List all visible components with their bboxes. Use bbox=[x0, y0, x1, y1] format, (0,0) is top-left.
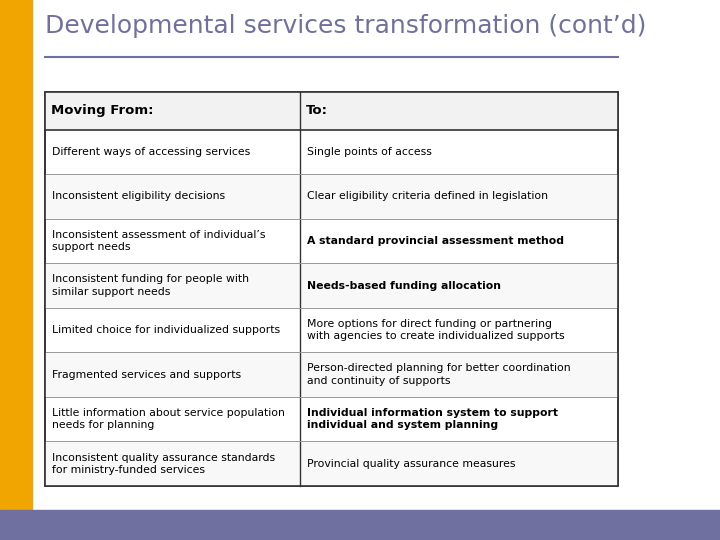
Text: A standard provincial assessment method: A standard provincial assessment method bbox=[307, 236, 564, 246]
Text: More options for direct funding or partnering
with agencies to create individual: More options for direct funding or partn… bbox=[307, 319, 565, 341]
Bar bbox=[45, 352, 618, 397]
Text: To:: To: bbox=[306, 104, 328, 117]
Bar bbox=[45, 92, 618, 130]
Text: 4: 4 bbox=[611, 516, 618, 526]
Text: Little information about service population
needs for planning: Little information about service populat… bbox=[53, 408, 285, 430]
Bar bbox=[45, 92, 618, 486]
Text: Single points of access: Single points of access bbox=[307, 147, 432, 157]
Text: Inconsistent eligibility decisions: Inconsistent eligibility decisions bbox=[53, 191, 225, 201]
Text: Inconsistent assessment of individual’s
support needs: Inconsistent assessment of individual’s … bbox=[53, 230, 266, 252]
Bar bbox=[45, 441, 618, 486]
Text: Ministry of Community and Social Services, Ontario: Ministry of Community and Social Service… bbox=[193, 516, 444, 526]
Text: Person-directed planning for better coordination
and continuity of supports: Person-directed planning for better coor… bbox=[307, 363, 571, 386]
Text: Inconsistent funding for people with
similar support needs: Inconsistent funding for people with sim… bbox=[53, 274, 249, 296]
Bar bbox=[45, 263, 618, 308]
Text: Fragmented services and supports: Fragmented services and supports bbox=[53, 369, 241, 380]
Text: Individual information system to support
individual and system planning: Individual information system to support… bbox=[307, 408, 558, 430]
Text: Clear eligibility criteria defined in legislation: Clear eligibility criteria defined in le… bbox=[307, 191, 549, 201]
Text: Developmental services transformation (cont’d): Developmental services transformation (c… bbox=[45, 14, 646, 38]
Bar bbox=[45, 92, 618, 486]
Text: Moving From:: Moving From: bbox=[51, 104, 153, 117]
Text: Inconsistent quality assurance standards
for ministry-funded services: Inconsistent quality assurance standards… bbox=[53, 453, 276, 475]
Text: Needs-based funding allocation: Needs-based funding allocation bbox=[307, 280, 501, 291]
Text: Limited choice for individualized supports: Limited choice for individualized suppor… bbox=[53, 325, 280, 335]
Bar bbox=[45, 174, 618, 219]
Text: Provincial quality assurance measures: Provincial quality assurance measures bbox=[307, 458, 516, 469]
Text: Different ways of accessing services: Different ways of accessing services bbox=[53, 147, 251, 157]
